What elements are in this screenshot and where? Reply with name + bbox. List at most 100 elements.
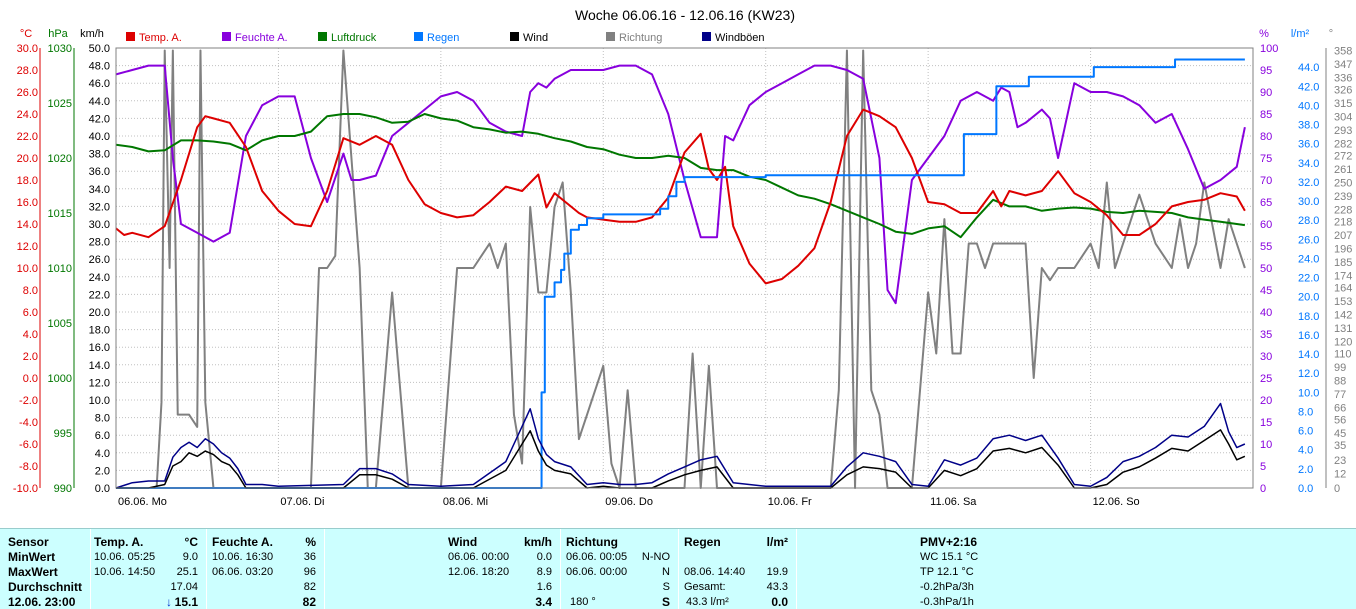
direction-tick-label: 282 — [1334, 138, 1352, 150]
rain-tick-label: 36.0 — [1298, 139, 1319, 151]
legend-humidity-label: Feuchte A. — [235, 32, 288, 44]
direction-tick-label: 0 — [1334, 483, 1340, 495]
temp-max: 25.1 — [176, 566, 198, 578]
temp-avg: 17.04 — [170, 581, 198, 593]
wind-tick-label: 16.0 — [89, 342, 110, 354]
direction-tick-label: 250 — [1334, 177, 1352, 189]
chart-grid — [115, 47, 1253, 489]
direction-current: S — [661, 595, 670, 609]
pressure-tick-label: 1005 — [48, 318, 72, 330]
legend-wind-label: Wind — [523, 32, 548, 44]
direction-tick-label: 304 — [1334, 111, 1352, 123]
rain-series-line — [116, 58, 1245, 489]
temp-unit: °C — [184, 535, 198, 549]
wind-header: Wind — [448, 535, 478, 549]
wind-tick-label: 12.0 — [89, 377, 110, 389]
temp-tick-label: 12.0 — [17, 241, 38, 253]
legend-humidity-swatch — [222, 32, 231, 41]
temp-tick-label: -6.0 — [19, 439, 38, 451]
temp-tick-label: 6.0 — [23, 307, 38, 319]
wind-series-line — [116, 429, 1246, 489]
temp-tick-label: 10.0 — [17, 263, 38, 275]
humidity-tick-label: 100 — [1260, 43, 1278, 55]
humidity-axis-unit: % — [1259, 28, 1269, 40]
rain-tick-label: 28.0 — [1298, 215, 1319, 227]
direction-tick-label: 272 — [1334, 151, 1352, 163]
pressure-tick-label: 1030 — [48, 43, 72, 55]
rain-total-label: Gesamt: — [684, 581, 726, 593]
direction-series-line — [116, 49, 1246, 489]
humidity-tick-label: 15 — [1260, 417, 1272, 429]
humidity-tick-label: 5 — [1260, 461, 1266, 473]
plot-frame — [115, 47, 1254, 489]
humidity-tick-label: 0 — [1260, 483, 1266, 495]
temp-tick-label: 0.0 — [23, 373, 38, 385]
direction-tick-label: 196 — [1334, 243, 1352, 255]
rain-tick-label: 26.0 — [1298, 234, 1319, 246]
wind-tick-label: 24.0 — [89, 272, 110, 284]
direction-tick-label: 12 — [1334, 468, 1346, 480]
legend-rain-label: Regen — [427, 32, 459, 44]
row-label-min: MinWert — [8, 550, 56, 564]
rain-tick-label: 10.0 — [1298, 387, 1319, 399]
humidity-tick-label: 85 — [1260, 109, 1272, 121]
humidity-tick-label: 70 — [1260, 175, 1272, 187]
direction-tick-label: 207 — [1334, 230, 1352, 242]
pressure-tick-label: 1010 — [48, 263, 72, 275]
direction-tick-label: 131 — [1334, 323, 1352, 335]
direction-tick-label: 110 — [1334, 349, 1352, 361]
pressure-tick-label: 1015 — [48, 208, 72, 220]
temp-header: Temp. A. — [94, 535, 144, 549]
rain-tick-label: 16.0 — [1298, 330, 1319, 342]
wind-tick-label: 46.0 — [89, 78, 110, 90]
direction-tick-label: 228 — [1334, 204, 1352, 216]
wind-tick-label: 4.0 — [95, 448, 110, 460]
direction-header: Richtung — [566, 535, 618, 549]
wind-axis-unit: km/h — [80, 28, 104, 40]
direction-tick-label: 23 — [1334, 455, 1346, 467]
direction-tick-label: 347 — [1334, 59, 1352, 71]
wind-tick-label: 50.0 — [89, 43, 110, 55]
rain-max-time: 08.06. 14:40 — [684, 566, 746, 578]
chart-plot-area — [115, 49, 1246, 489]
legend-wind-swatch — [510, 32, 519, 41]
rain-header: Regen — [684, 535, 721, 549]
wind-tick-label: 26.0 — [89, 254, 110, 266]
wind-tick-label: 2.0 — [95, 465, 110, 477]
direction-tick-label: 35 — [1334, 440, 1346, 452]
pressure-axis-unit: hPa — [48, 28, 68, 40]
humidity-unit: % — [305, 535, 316, 549]
direction-min-time: 06.06. 00:05 — [566, 551, 628, 563]
x-tick-label: 10.06. Fr — [768, 496, 812, 508]
wind-unit: km/h — [523, 535, 552, 549]
wind-tick-label: 34.0 — [89, 184, 110, 196]
humidity-tick-label: 35 — [1260, 329, 1272, 341]
x-tick-label: 06.06. Mo — [118, 496, 167, 508]
humidity-tick-label: 95 — [1260, 65, 1272, 77]
humidity-tick-label: 45 — [1260, 285, 1272, 297]
humidity-tick-label: 40 — [1260, 307, 1272, 319]
rain-tick-label: 12.0 — [1298, 368, 1319, 380]
rain-axis-unit: l/m² — [1291, 28, 1310, 40]
wind-tick-label: 18.0 — [89, 325, 110, 337]
legend-rain-swatch — [414, 32, 423, 41]
rain-tick-label: 22.0 — [1298, 273, 1319, 285]
direction-tick-label: 66 — [1334, 402, 1346, 414]
temp-tick-label: -4.0 — [19, 417, 38, 429]
humidity-current: 82 — [302, 595, 316, 609]
rain-tick-label: 20.0 — [1298, 292, 1319, 304]
direction-avg: S — [662, 581, 670, 593]
temp-tick-label: -10.0 — [13, 483, 38, 495]
temp-tick-label: 8.0 — [23, 285, 38, 297]
pressure-tick-label: 995 — [54, 428, 72, 440]
temp-tick-label: 22.0 — [17, 131, 38, 143]
rain-tick-label: 8.0 — [1298, 406, 1313, 418]
temp-tick-label: -2.0 — [19, 395, 38, 407]
pmv-windchill: WC 15.1 °C — [920, 551, 979, 563]
humidity-tick-label: 60 — [1260, 219, 1272, 231]
direction-tick-label: 56 — [1334, 415, 1346, 427]
direction-current-degrees: 180 ° — [570, 596, 596, 608]
temp-tick-label: 30.0 — [17, 43, 38, 55]
humidity-tick-label: 75 — [1260, 153, 1272, 165]
direction-tick-label: 218 — [1334, 217, 1352, 229]
